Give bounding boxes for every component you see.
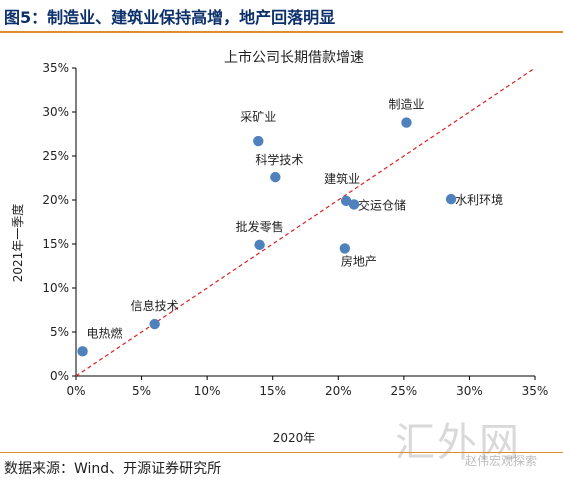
data-point [77,346,88,357]
figure-title: 图5：制造业、建筑业保持高增，地产回落明显 [4,8,336,27]
y-tick-label: 15% [42,237,69,251]
point-label: 建筑业 [324,171,360,186]
y-tick-label: 20% [42,193,69,207]
data-point [348,199,360,210]
y-tick-label: 0% [50,369,69,383]
y-tick-label: 35% [42,61,69,75]
x-tick-label: 5% [132,384,151,398]
source-note: 数据来源：Wind、开源证券研究所 [4,461,222,477]
diagonal-line [75,67,536,377]
y-tick-label: 30% [42,105,69,119]
chart-title: 上市公司长期借款增速 [224,49,364,66]
x-tick-label: 0% [66,384,85,398]
point-label: 批发零售 [236,219,284,234]
x-axis-label: 2020年 [273,431,316,445]
point-label: 制造业 [388,98,424,112]
x-tick-label: 15% [259,384,286,398]
x-tick-label: 20% [325,384,352,398]
data-point [339,243,351,254]
point-label: 电热燃 [87,325,123,340]
point-label: 信息技术 [131,298,179,313]
x-tick-label: 25% [391,384,418,398]
point-label: 水利环境 [455,192,503,207]
point-label: 科学技术 [255,152,303,167]
data-point [254,239,265,251]
data-point [149,318,160,330]
data-point [340,195,352,207]
x-tick-label: 30% [456,384,483,398]
y-tick-label: 25% [42,149,69,163]
data-point [270,171,281,183]
top-rule [0,31,563,33]
y-tick-label: 10% [42,281,69,295]
point-label: 采矿业 [240,110,276,124]
bottom-rule [0,452,563,453]
y-axis-label: 2021年一季度 [10,204,25,283]
reference-line [75,67,536,377]
watermark-sub: 赵伟宏观探索 [465,454,538,468]
data-point [401,117,412,128]
axes: 0% 5% 10% 15% 20% 25% 30% 35% 0% 5% 10% 15% 20% 25% 30… [42,61,548,398]
point-label: 交运仓储 [358,197,406,212]
y-tick-label: 5% [50,325,69,339]
x-tick-label: 35% [522,384,549,398]
watermark: 汇外网 [395,420,521,466]
data-point [445,193,457,205]
data-point [253,135,264,147]
scatter-chart: 上市公司长期借款增速 0% 5% 10% 15% 20% 25% 30% 35% 0% 5% 10%… [10,49,548,445]
point-label: 房地产 [341,253,377,268]
x-tick-label: 10% [194,384,221,398]
